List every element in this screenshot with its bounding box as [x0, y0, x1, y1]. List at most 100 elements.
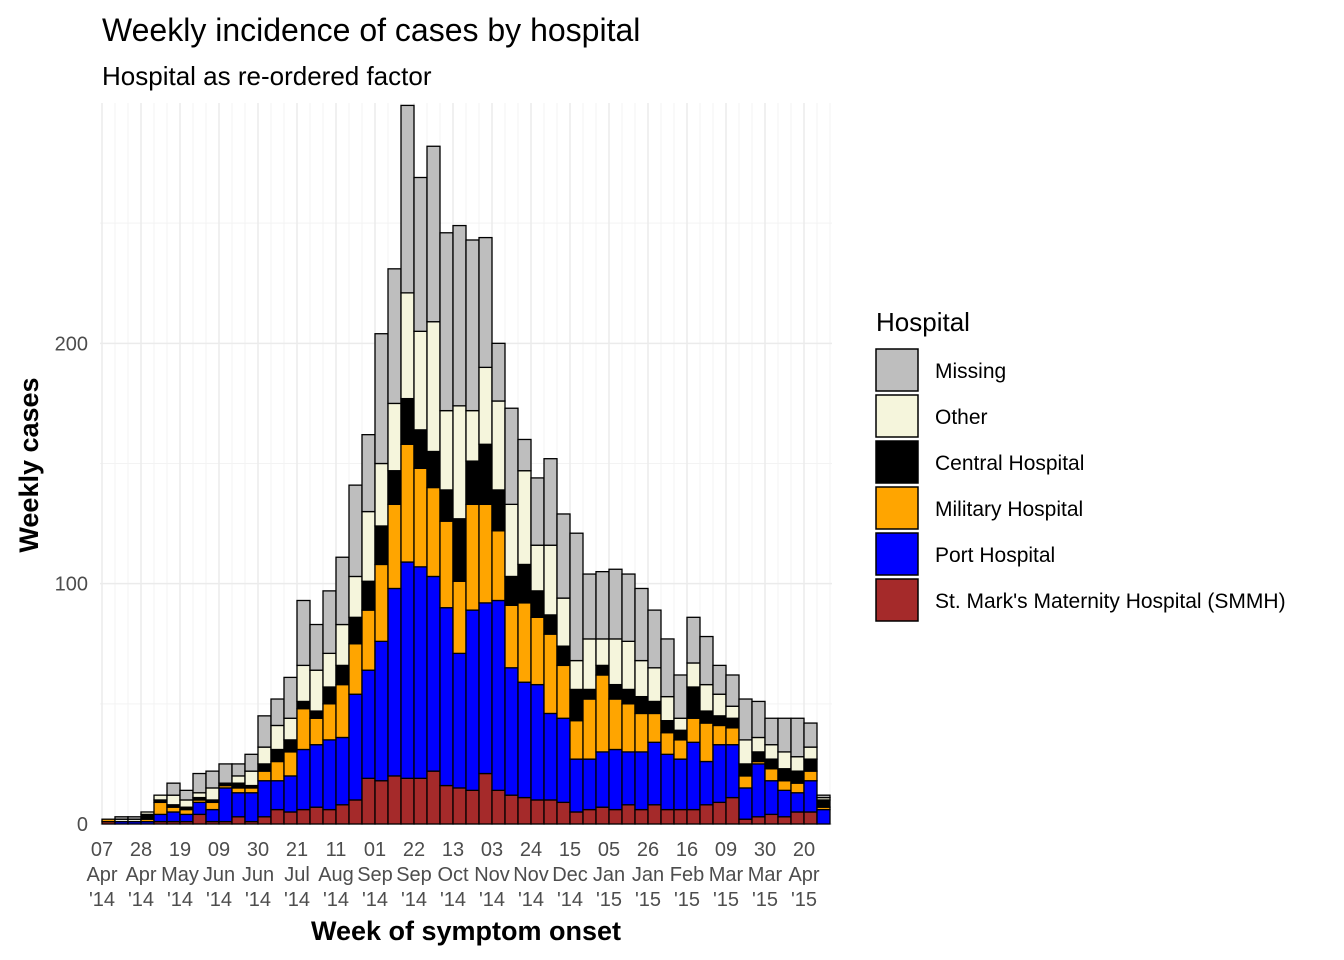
bar-segment [621, 688, 636, 705]
bar-segment [608, 808, 623, 825]
bar-segment [556, 513, 571, 599]
legend-key [875, 440, 919, 484]
bar-segment [790, 811, 805, 825]
bar-segment [543, 458, 558, 546]
x-tick-label-line: Mar [748, 864, 783, 886]
bar-segment [530, 683, 545, 801]
bar-segment [283, 739, 298, 753]
bar-segment [803, 746, 818, 760]
bar-segment [439, 520, 454, 609]
x-tick-label-line: 22 [403, 839, 425, 861]
bar-segment [504, 503, 519, 578]
bar-segment [244, 770, 259, 787]
bar-segment [192, 813, 207, 825]
bar-segment [153, 801, 168, 816]
x-tick-label-line: 30 [247, 839, 269, 861]
bar-segment [504, 604, 519, 669]
chart-subtitle: Hospital as re-ordered factor [102, 61, 432, 91]
bar-segment [465, 503, 480, 611]
bar-segment [270, 808, 285, 825]
x-tick-label: 16 Feb '15 [670, 839, 704, 911]
bar-segment [621, 751, 636, 806]
bar-segment [309, 710, 324, 719]
bar-segment [517, 602, 532, 683]
bar-segment [504, 794, 519, 825]
legend-label: Central Hospital [935, 452, 1084, 475]
bar-segment [478, 772, 493, 825]
x-tick-label: 21 Jul '14 [284, 839, 310, 911]
bar-segment [777, 751, 792, 770]
bar-segment [777, 789, 792, 818]
x-tick-label: 28 Apr '14 [125, 839, 156, 911]
x-tick-label-line: Aug [318, 864, 354, 886]
bar-segment [608, 698, 623, 751]
bar-segment [725, 674, 740, 707]
bar-segment [530, 544, 545, 592]
x-tick-label-line: '14 [557, 889, 583, 911]
bar-segment [400, 777, 415, 825]
x-tick-label-line: 28 [130, 839, 152, 861]
x-tick-label: 30 Jun '14 [242, 839, 274, 911]
bar-segment [699, 804, 714, 825]
x-tick-label-line: 11 [326, 839, 347, 861]
bar-segment [439, 409, 454, 491]
bar-segment [790, 770, 805, 784]
bar-segment [296, 664, 311, 703]
bar-segment [127, 816, 142, 820]
bar-segment [634, 808, 649, 825]
bar-segment [712, 801, 727, 825]
legend-key [875, 532, 919, 576]
bar-segment [647, 712, 662, 743]
bar-segment [361, 510, 376, 582]
bar-segment [166, 806, 181, 813]
x-tick-label-line: '14 [284, 889, 310, 911]
bar-segment [257, 780, 272, 818]
bar-segment [608, 748, 623, 811]
bar-segment [504, 667, 519, 796]
bar-segment [179, 808, 194, 816]
bar-segment [140, 813, 155, 820]
bar-segment [621, 640, 636, 691]
x-tick-label: 09 Mar '15 [709, 839, 744, 911]
bar-segment [244, 792, 259, 823]
bar-segment [140, 811, 155, 816]
bar-segment [205, 808, 220, 823]
bar-segment [257, 816, 272, 825]
x-tick-label-line: Jan [593, 864, 625, 886]
bar-segment [413, 330, 428, 431]
bar-segment [348, 575, 363, 618]
bar-segment [582, 698, 597, 760]
bar-segment [673, 808, 688, 825]
bar-segment [517, 438, 532, 472]
bar-segment [543, 544, 558, 616]
x-tick-label: 03 Nov '14 [474, 839, 510, 911]
bar-segment [777, 780, 792, 792]
bar-segment [335, 664, 350, 686]
bar-segment [764, 744, 779, 760]
bar-segment [374, 563, 389, 642]
bar-segment [322, 739, 337, 811]
bar-segment [374, 333, 389, 465]
bar-segment [361, 580, 376, 611]
x-tick-label-line: '14 [245, 889, 271, 911]
bar-segment [790, 756, 805, 772]
bar-segment [725, 796, 740, 825]
x-tick-label: 19 May '14 [161, 839, 199, 911]
bar-segment [335, 623, 350, 667]
x-tick-label-line: Jun [242, 864, 274, 886]
bar-segment [738, 739, 753, 765]
bar-segment [556, 597, 571, 647]
bar-segment [452, 652, 467, 789]
bar-segment [374, 780, 389, 825]
bar-segment [218, 787, 233, 823]
bar-segment [348, 693, 363, 801]
x-tick-label: 26 Jan '15 [632, 839, 664, 911]
bar-segment [348, 484, 363, 578]
bar-segment [777, 816, 792, 825]
bar-segment [361, 669, 376, 779]
bar-segment [465, 609, 480, 792]
bar-segment [387, 775, 402, 825]
bar-segment [569, 688, 584, 722]
bar-segment [426, 450, 441, 489]
